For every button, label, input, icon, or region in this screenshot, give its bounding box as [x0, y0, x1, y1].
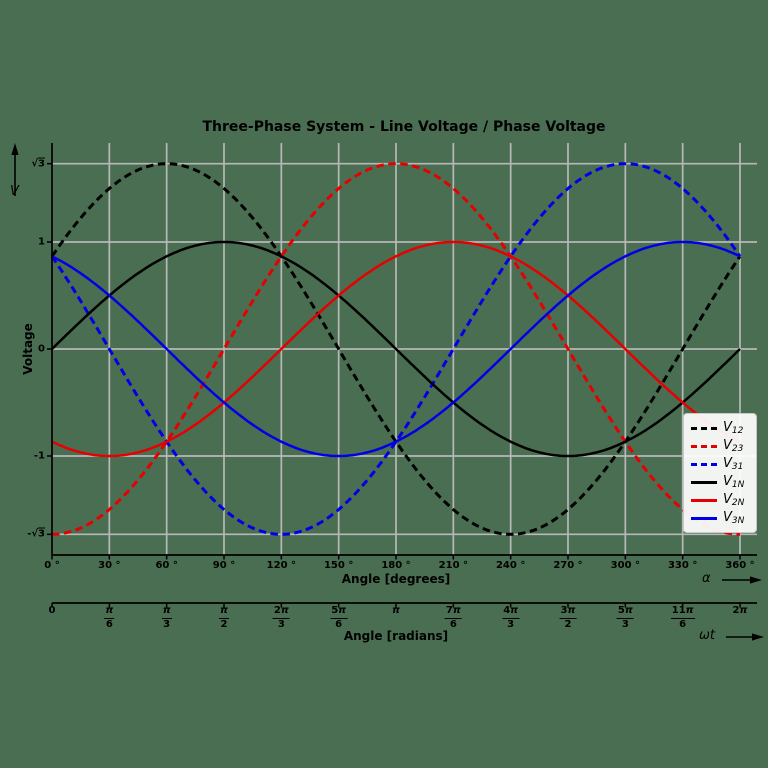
x-tick-label-rad: π — [392, 605, 400, 616]
x-tick-label-rad: 2π — [732, 605, 748, 616]
x-tick-label-rad: 7π 6 — [444, 605, 462, 630]
x-tick-label-deg: 0 ° — [44, 560, 60, 571]
x-tick-label-deg: 150 ° — [323, 560, 354, 571]
legend-line-sample — [691, 480, 717, 484]
legend-line-sample — [691, 444, 717, 448]
legend-label: V31 — [723, 455, 744, 472]
legend-line-sample — [691, 498, 717, 502]
alpha-arrow-head-icon — [750, 576, 762, 584]
legend-item-v3n: V3N — [691, 509, 749, 527]
voltage-arrow-head-icon — [11, 143, 19, 155]
legend-line-sample — [691, 426, 717, 430]
x-tick-label-rad: 11π 6 — [670, 605, 695, 630]
x-axis-degrees-unit-annotation: α — [702, 571, 711, 586]
x-axis-radians-label: Angle [radians] — [343, 629, 449, 643]
legend-label: V2N — [723, 491, 745, 508]
x-tick-label-deg: 30 ° — [98, 560, 121, 571]
legend-line-sample — [691, 516, 717, 520]
legend-label: V12 — [723, 419, 744, 436]
x-tick-label-deg: 240 ° — [495, 560, 526, 571]
y-axis-unit-annotation: V — [10, 184, 19, 199]
x-tick-label-deg: 300 ° — [610, 560, 641, 571]
curve-v2n — [51, 240, 741, 458]
x-tick-label-rad: 2π 3 — [272, 605, 290, 630]
curve-v1n — [51, 240, 741, 458]
x-tick-label-deg: 180 ° — [381, 560, 411, 571]
y-tick-label: 0 — [38, 343, 45, 355]
x-tick-label-rad: 0 — [48, 605, 56, 616]
y-tick-label: -1 — [33, 450, 45, 462]
legend-label: V23 — [723, 437, 744, 454]
chart-title: Three-Phase System - Line Voltage / Phas… — [202, 119, 606, 135]
x-tick-label-rad: 5π 3 — [616, 605, 634, 630]
legend-item-v1n: V1N — [691, 473, 749, 491]
legend-item-v23: V23 — [691, 437, 749, 455]
y-tick-label: 1 — [38, 236, 45, 248]
x-tick-label-deg: 210 ° — [438, 560, 469, 571]
legend-item-v2n: V2N — [691, 491, 749, 509]
legend: V12 V23 V31 V1N V2N V3N — [683, 413, 757, 533]
x-tick-label-deg: 60 ° — [155, 560, 178, 571]
y-tick-label: -√3 — [27, 528, 45, 540]
legend-item-v31: V31 — [691, 455, 749, 473]
legend-label: V3N — [723, 509, 745, 526]
omega-t-arrow-head-icon — [752, 633, 764, 641]
x-tick-label-deg: 360 ° — [725, 560, 755, 571]
x-axis-degrees-label: Angle [degrees] — [341, 572, 451, 586]
y-tick-label: √3 — [31, 158, 45, 170]
x-tick-label-deg: 120 ° — [266, 560, 297, 571]
curve-v3n — [51, 240, 741, 458]
x-tick-label-deg: 330 ° — [667, 560, 698, 571]
legend-item-v12: V12 — [691, 419, 749, 437]
x-axis-radians-unit-annotation: ωt — [699, 628, 715, 643]
x-tick-label-deg: 270 ° — [553, 560, 583, 571]
x-tick-label-rad: 5π 6 — [330, 605, 348, 630]
x-tick-label-rad: 3π 2 — [559, 605, 577, 630]
x-tick-label-rad: 4π 3 — [502, 605, 520, 630]
x-tick-label-deg: 90 ° — [212, 560, 236, 571]
legend-label: V1N — [723, 473, 745, 490]
legend-line-sample — [691, 462, 717, 466]
